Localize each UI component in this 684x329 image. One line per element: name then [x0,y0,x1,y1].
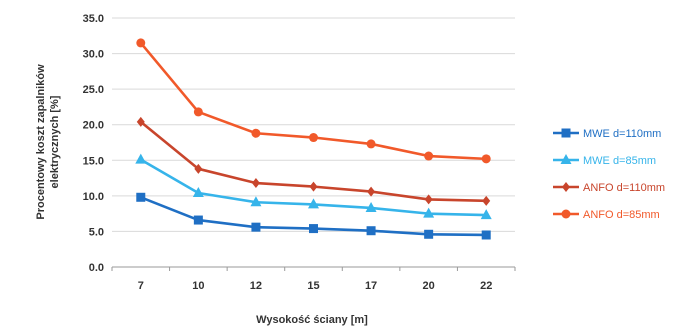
data-point [251,128,261,138]
y-tick-label: 30.0 [83,49,104,61]
legend-label: MWE d=85mm [583,155,656,167]
data-point [482,195,491,206]
x-tick-label: 10 [192,280,204,292]
legend-item: MWE d=85mm [553,154,656,167]
data-point [308,198,319,209]
data-point [480,209,492,220]
data-point [309,133,318,143]
y-tick-label: 20.0 [83,120,104,132]
x-tick-label: 7 [138,280,144,292]
data-point [423,207,435,218]
data-point [136,116,145,127]
legend-item: ANFO d=110mm [553,182,665,194]
y-tick-label: 25.0 [83,84,104,96]
data-point [251,178,260,189]
data-point [193,107,203,117]
x-axis-ticks: 7 10 12 15 17 20 22 [111,267,516,292]
legend-item: MWE d=110mm [553,128,661,140]
data-point [367,186,376,197]
legend-item: ANFO d=85mm [553,209,660,221]
data-point [250,196,262,207]
data-point [194,163,203,174]
y-axis-label-line: elektrycznych [%] [49,95,61,188]
y-tick-label: 5.0 [89,226,104,238]
data-point [424,194,433,205]
data-point [366,226,376,236]
x-tick-label: 12 [250,280,262,292]
series-group [135,38,492,240]
x-tick-label: 15 [307,280,319,292]
data-point [424,229,434,239]
series-3 [136,116,491,206]
y-tick-label: 10.0 [83,191,104,203]
legend-label: MWE d=110mm [583,128,661,140]
data-point [481,154,491,164]
data-point [365,201,377,212]
series-4 [136,38,491,164]
y-tick-label: 15.0 [83,155,104,167]
legend-marker [562,182,570,192]
y-tick-label: 35.0 [83,13,104,25]
legend-label: ANFO d=85mm [583,209,660,221]
data-point [136,192,146,202]
y-axis-label: Procentowy koszt zapalników elektrycznych… [35,64,61,220]
y-axis-label-line: Procentowy koszt zapalników [35,64,47,220]
data-point [135,153,147,164]
series-2 [135,153,492,220]
data-point [251,222,261,232]
data-point [424,151,434,161]
data-point [309,181,318,192]
legend-label: ANFO d=110mm [583,182,665,194]
data-point [136,38,146,48]
x-tick-label: 20 [423,280,435,292]
data-point [366,139,376,149]
data-point [481,230,491,240]
legend: MWE d=110mm MWE d=85mm ANFO d=110mm ANFO d=… [553,128,665,221]
legend-marker [561,209,571,219]
x-tick-label: 17 [365,280,377,292]
legend-marker [560,154,572,164]
x-tick-label: 22 [480,280,492,292]
data-point [192,187,204,198]
y-tick-label: 0.0 [89,262,104,274]
data-point [309,224,318,234]
x-axis-label: Wysokość ściany [m] [256,314,368,326]
data-point [193,215,203,225]
y-axis-ticks: 0.0 5.0 10.0 15.0 20.0 25.0 30.0 35.0 [83,13,104,274]
legend-marker [561,128,571,138]
series-1 [136,192,491,240]
